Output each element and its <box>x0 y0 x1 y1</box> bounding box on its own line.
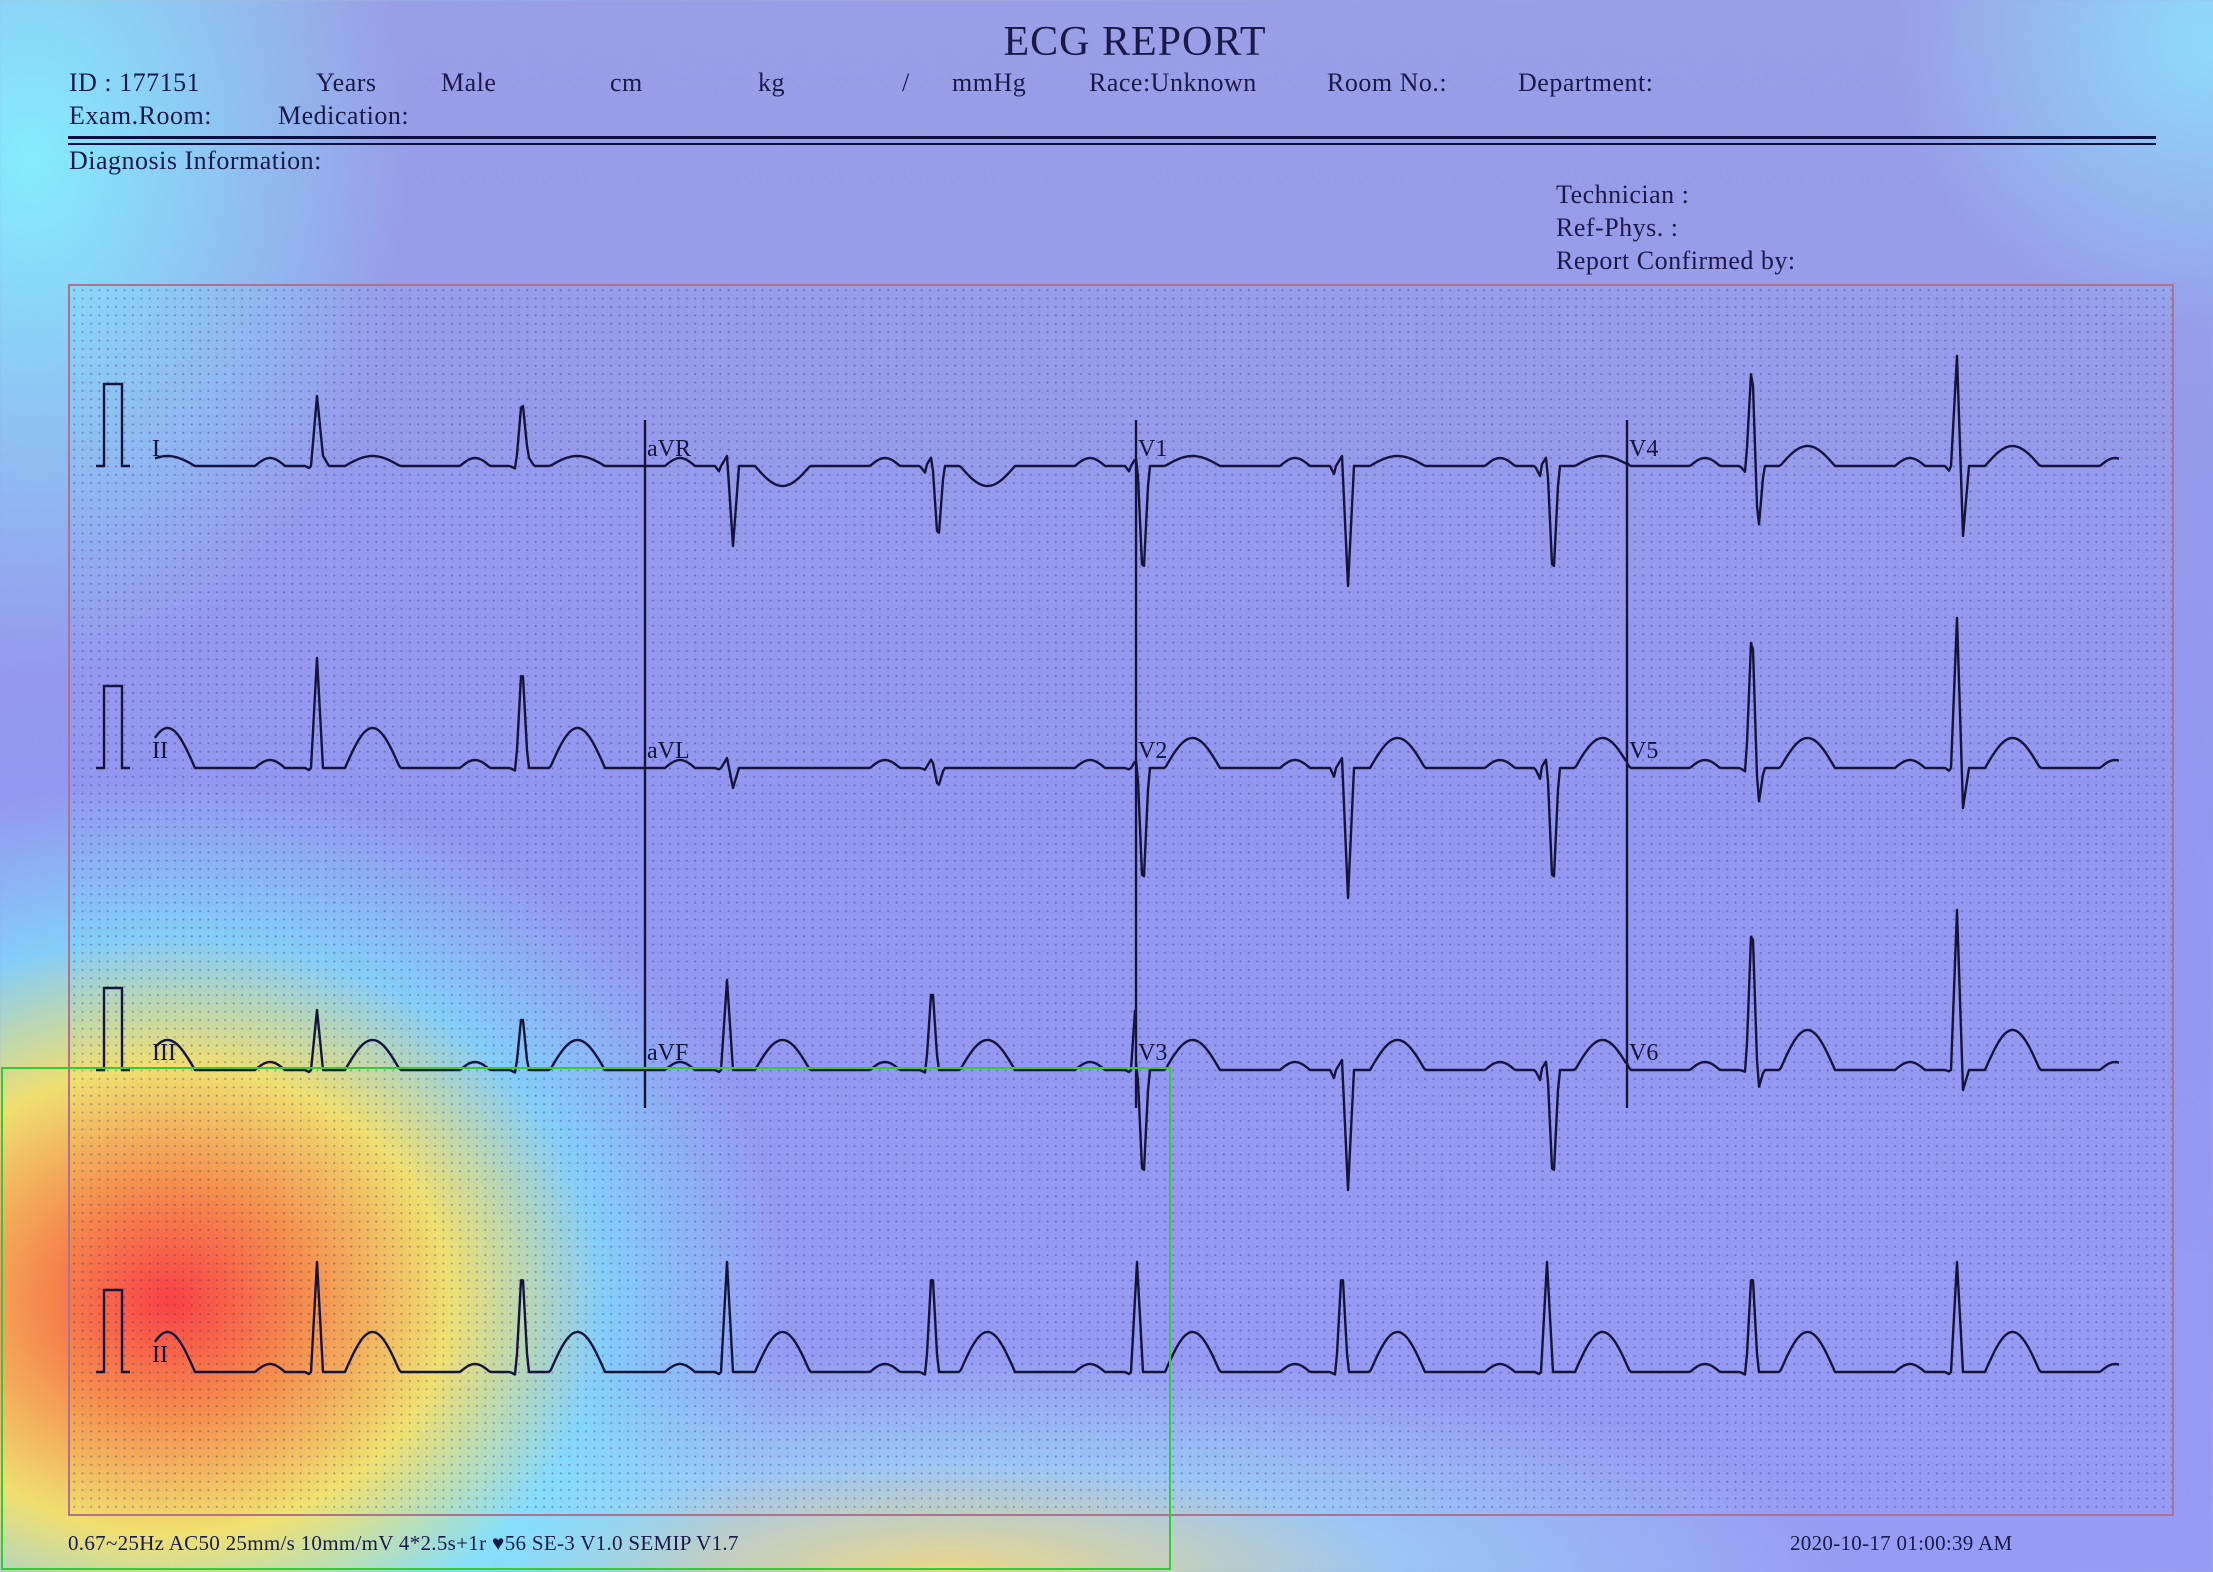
trace-lead-aVL <box>645 756 1137 790</box>
lead-label-V4: V4 <box>1629 436 1658 462</box>
trace-lead-II <box>154 656 645 772</box>
trace-lead-V2 <box>1134 736 1628 900</box>
trace-lead-V6 <box>1625 908 2120 1092</box>
medication-field: Medication: <box>278 101 410 130</box>
calibration-pulse-row-2 <box>96 684 130 770</box>
trace-lead-V5 <box>1625 616 2120 810</box>
acquisition-settings: 0.67~25Hz AC50 25mm/s 10mm/mV 4*2.5s+1r … <box>68 1531 739 1555</box>
trace-lead-III <box>154 1008 645 1074</box>
calibration-pulse-row-3 <box>96 986 130 1072</box>
ecg-grid-paper <box>68 284 2174 1516</box>
lead-label-III: III <box>152 1040 176 1066</box>
race-field: Race:Unknown <box>1089 68 1257 97</box>
calibration-pulse-row-4 <box>96 1288 130 1374</box>
lead-label-II: II <box>152 738 168 764</box>
diagnosis-information-label: Diagnosis Information: <box>69 146 322 175</box>
sex-value: Male <box>441 68 497 97</box>
lead-label-rhythm-II: II <box>152 1342 168 1368</box>
exam-room-field: Exam.Room: <box>69 101 212 130</box>
lead-label-I: I <box>152 436 160 462</box>
department-field: Department: <box>1518 68 1654 97</box>
lead-label-V1: V1 <box>1138 436 1167 462</box>
selection-highlight-box <box>1 1067 1171 1570</box>
report-title: ECG REPORT <box>1003 19 1267 65</box>
report-confirmed-field: Report Confirmed by: <box>1556 246 1796 275</box>
trace-lead-aVF <box>645 978 1137 1074</box>
trace-lead-aVR <box>645 454 1137 548</box>
lead-label-aVR: aVR <box>647 436 691 462</box>
lead-label-aVF: aVF <box>647 1040 688 1066</box>
ref-phys-field: Ref-Phys. : <box>1556 213 1679 242</box>
lead-label-V2: V2 <box>1138 738 1167 764</box>
height-unit: cm <box>610 68 643 97</box>
technician-field: Technician : <box>1556 180 1690 209</box>
trace-lead-V4 <box>1626 354 2120 538</box>
header-rule-thin <box>68 143 2156 145</box>
lead-label-aVL: aVL <box>647 738 690 764</box>
calibration-pulse-row-1 <box>96 382 130 468</box>
patient-id: ID : 177151 <box>69 68 201 97</box>
weight-unit: kg <box>758 68 785 97</box>
trace-lead-V1 <box>1134 454 1627 588</box>
trace-rhythm-II <box>154 1260 2120 1376</box>
report-datetime: 2020-10-17 01:00:39 AM <box>1790 1531 2013 1555</box>
age-years-label: Years <box>316 68 377 97</box>
trace-lead-V3 <box>1134 1038 1628 1192</box>
lead-label-V5: V5 <box>1629 738 1658 764</box>
bp-slash: / <box>902 68 910 97</box>
header-rule-thick <box>68 136 2156 139</box>
lead-label-V3: V3 <box>1138 1040 1167 1066</box>
bp-unit: mmHg <box>952 68 1027 97</box>
lead-label-V6: V6 <box>1629 1040 1658 1066</box>
trace-lead-I <box>154 394 645 470</box>
room-number-field: Room No.: <box>1327 68 1448 97</box>
